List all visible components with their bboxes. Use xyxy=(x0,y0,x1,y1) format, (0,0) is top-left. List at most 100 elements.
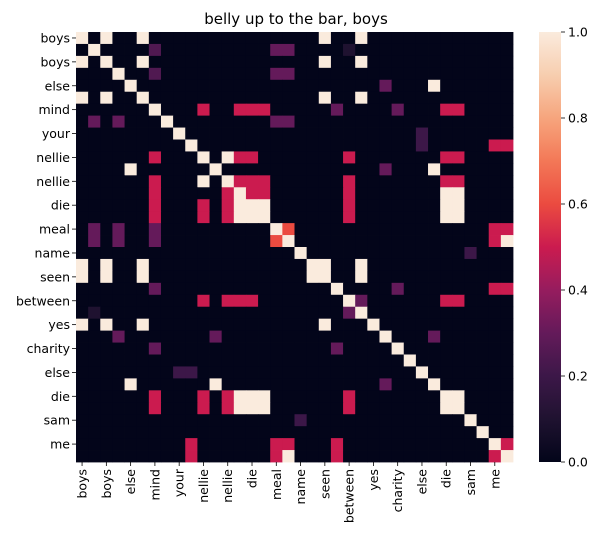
heatmap-cell xyxy=(148,55,162,69)
x-axis: boys boys else mind your nellie nellie die meal n… xyxy=(75,462,502,523)
heatmap-cell xyxy=(221,247,235,260)
heatmap-cell xyxy=(500,67,514,81)
heatmap-cell xyxy=(76,306,89,320)
heatmap-cell xyxy=(476,330,490,343)
heatmap-cell xyxy=(136,294,150,308)
heatmap-cell xyxy=(391,414,405,427)
heatmap-cell xyxy=(245,55,259,69)
heatmap-cell xyxy=(488,247,502,260)
heatmap-cell xyxy=(294,258,308,272)
heatmap-cell xyxy=(209,294,223,308)
heatmap-cell xyxy=(428,139,441,152)
y-tick-label: charity xyxy=(27,341,71,356)
heatmap-cell xyxy=(476,366,490,379)
heatmap-cell xyxy=(100,270,113,284)
heatmap-cell xyxy=(379,378,393,391)
heatmap-cell xyxy=(173,306,186,320)
heatmap-cell xyxy=(343,115,356,128)
heatmap-cell xyxy=(88,330,101,343)
heatmap-cell xyxy=(258,175,271,188)
heatmap-cell xyxy=(88,223,101,236)
heatmap-cell xyxy=(221,235,235,248)
heatmap-cell xyxy=(245,79,259,93)
heatmap-cell xyxy=(391,294,405,308)
heatmap-cell xyxy=(343,67,356,81)
heatmap-cell xyxy=(233,378,247,391)
heatmap-cell xyxy=(343,223,356,236)
heatmap-cell xyxy=(197,450,210,463)
heatmap-cell xyxy=(306,247,320,260)
heatmap-cell xyxy=(160,79,174,93)
heatmap-cell xyxy=(185,426,198,439)
heatmap-cell xyxy=(488,330,502,343)
heatmap-cell xyxy=(209,235,223,248)
heatmap-cell xyxy=(209,330,223,343)
heatmap-cell xyxy=(488,438,502,451)
heatmap-cell xyxy=(440,450,453,463)
heatmap-cell xyxy=(185,55,198,69)
heatmap-cell xyxy=(148,330,162,343)
heatmap-cell xyxy=(488,199,502,212)
heatmap-cell xyxy=(391,247,405,260)
heatmap-cell xyxy=(245,318,259,332)
heatmap-cell xyxy=(452,175,465,188)
heatmap-cell xyxy=(488,318,502,332)
heatmap-cell xyxy=(197,282,210,296)
heatmap-cell xyxy=(245,330,259,343)
heatmap-cell xyxy=(258,235,271,248)
heatmap-cell xyxy=(294,330,308,343)
heatmap-cell xyxy=(173,32,186,45)
heatmap-cell xyxy=(391,223,405,236)
heatmap-cell xyxy=(428,354,441,367)
heatmap-cell xyxy=(464,211,477,224)
heatmap-cell xyxy=(379,270,393,284)
heatmap-cell xyxy=(318,354,332,367)
heatmap-cell xyxy=(391,390,405,403)
heatmap-cell xyxy=(270,163,283,176)
heatmap-cell xyxy=(403,318,417,332)
heatmap-cell xyxy=(221,402,235,415)
heatmap-cell xyxy=(233,306,247,320)
heatmap-cell xyxy=(245,270,259,284)
heatmap-cell xyxy=(270,79,283,93)
heatmap-cell xyxy=(330,115,344,128)
heatmap-cell xyxy=(440,79,453,93)
heatmap-cell xyxy=(343,187,356,200)
heatmap-cell xyxy=(464,282,477,296)
heatmap-cell xyxy=(440,330,453,343)
heatmap-cell xyxy=(355,330,368,343)
heatmap-cell xyxy=(124,450,138,463)
heatmap-cell xyxy=(488,151,502,164)
heatmap-cell xyxy=(415,67,429,81)
heatmap-cell xyxy=(440,223,453,236)
heatmap-cell xyxy=(440,354,453,367)
heatmap-cell xyxy=(452,270,465,284)
heatmap-cell xyxy=(355,79,368,93)
heatmap-cell xyxy=(343,330,356,343)
heatmap-cell xyxy=(270,282,283,296)
heatmap-cell xyxy=(100,151,113,164)
heatmap-cell xyxy=(464,199,477,212)
heatmap-cell xyxy=(270,127,283,140)
heatmap-cell xyxy=(76,438,89,451)
heatmap-cell xyxy=(233,258,247,272)
heatmap-cell xyxy=(355,55,368,69)
heatmap-cell xyxy=(403,211,417,224)
heatmap-cell xyxy=(148,163,162,176)
heatmap-cell xyxy=(343,426,356,439)
heatmap-cell xyxy=(428,91,441,105)
heatmap-cell xyxy=(318,342,332,355)
heatmap-cell xyxy=(367,354,380,367)
heatmap-cell xyxy=(476,402,490,415)
heatmap-cell xyxy=(100,318,113,332)
heatmap-cell xyxy=(76,426,89,439)
heatmap-cell xyxy=(197,211,210,224)
heatmap-cell xyxy=(282,43,295,57)
heatmap-cell xyxy=(282,294,295,308)
heatmap-cell xyxy=(100,354,113,367)
heatmap-cell xyxy=(148,402,162,415)
heatmap-cell xyxy=(379,330,393,343)
heatmap-cell xyxy=(233,103,247,117)
heatmap-cell xyxy=(306,223,320,236)
heatmap-cell xyxy=(76,354,89,367)
